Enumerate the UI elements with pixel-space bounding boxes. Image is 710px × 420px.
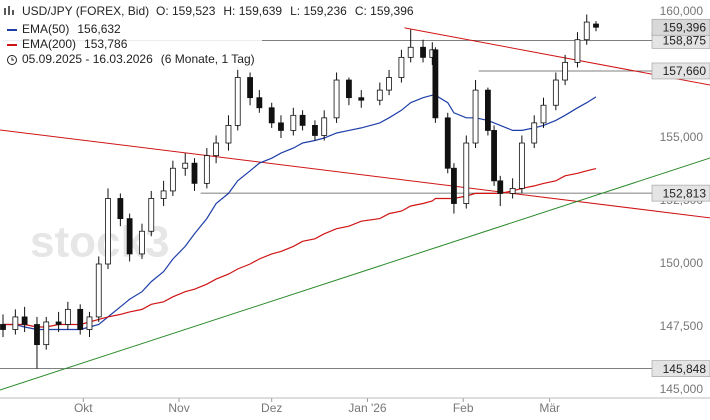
x-tick-label: Feb: [453, 401, 474, 415]
price-box-label: 158,875: [663, 34, 707, 48]
candle-body: [574, 39, 581, 63]
candle-body: [64, 308, 71, 325]
x-tick-label: Nov: [168, 401, 189, 415]
legend-name: EMA(50): [22, 22, 69, 36]
candle-body: [485, 89, 491, 131]
candle-body: [407, 46, 414, 58]
clock-icon: [7, 55, 17, 65]
chart-title: USD/JPY (FOREX, Bid): [22, 4, 149, 18]
candle-body: [34, 324, 40, 346]
trendline: [0, 157, 710, 391]
candle-body: [105, 198, 111, 265]
chart-icon: [4, 6, 14, 15]
candle-body: [268, 107, 275, 124]
candle-body: [182, 162, 189, 169]
candle-body: [531, 122, 538, 144]
candle-body: [126, 218, 133, 255]
x-tick-label: Okt: [74, 401, 93, 415]
candle-body: [256, 97, 263, 109]
candle-body: [451, 167, 457, 204]
candle-body: [386, 77, 392, 91]
candle-body: [55, 321, 62, 325]
y-tick-label: 160,000: [660, 4, 704, 18]
candle-body: [117, 198, 124, 220]
x-tick-label: Mär: [539, 401, 560, 415]
candle-body: [191, 162, 198, 184]
candle-body: [139, 230, 145, 255]
ohlc-label: H: 159,639: [223, 4, 282, 18]
candle-body: [552, 79, 559, 106]
candle-body: [562, 62, 569, 81]
price-box: [651, 62, 710, 80]
candle-body: [213, 142, 220, 157]
candle-body: [398, 56, 405, 78]
y-tick-label: 155,000: [660, 130, 704, 144]
trendline: [0, 129, 710, 219]
candle-body: [420, 46, 426, 58]
price-box: [651, 360, 710, 377]
price-box-label: 157,660: [663, 64, 707, 78]
clock-hand: [11, 57, 14, 61]
candle-body: [43, 321, 50, 346]
y-tick-label: 145,000: [660, 382, 704, 396]
candle-body: [290, 114, 297, 131]
candle-body: [160, 190, 167, 199]
legend-bg: [0, 0, 262, 70]
candle-body: [234, 77, 241, 126]
x-tick-label: Dez: [261, 401, 282, 415]
candle-body: [593, 23, 599, 28]
candle-body: [509, 187, 516, 194]
candle-body: [540, 104, 547, 124]
y-tick-label: 147,500: [660, 319, 704, 333]
legend-value: 153,786: [84, 37, 128, 51]
candle-body: [463, 142, 470, 204]
candle-body: [321, 117, 328, 136]
price-box-label: 152,813: [663, 186, 707, 200]
ohlc-label: C: 159,396: [355, 4, 414, 18]
candle-body: [376, 89, 383, 101]
candle-body: [299, 114, 306, 126]
candle-body: [12, 316, 19, 330]
candle-body: [169, 167, 176, 192]
candle-body: [0, 324, 6, 330]
watermark: stock3: [30, 218, 169, 267]
x-tick-label: Jan '26: [348, 401, 387, 415]
candle-body: [312, 125, 318, 136]
candle-body: [95, 263, 102, 318]
candle-body: [21, 316, 28, 325]
ohlc-label: L: 159,236: [290, 4, 347, 18]
range-label: 05.09.2025 - 16.03.2026: [22, 52, 153, 66]
y-tick-label: 150,000: [660, 256, 704, 270]
candle-body: [444, 117, 451, 169]
candle-body: [77, 308, 84, 330]
legend-name: EMA(200): [22, 37, 76, 51]
candle-body: [497, 180, 504, 194]
candle-body: [472, 89, 479, 144]
candle-body: [86, 316, 93, 330]
candle-body: [432, 49, 439, 119]
candle-body: [278, 122, 284, 131]
candle-body: [346, 79, 352, 99]
candle-body: [583, 21, 590, 41]
candle-body: [225, 125, 232, 144]
candle-body: [247, 77, 253, 99]
plot-area: [0, 14, 710, 391]
candle-body: [518, 142, 525, 189]
candle-body: [148, 198, 155, 232]
candle-body: [491, 130, 497, 182]
candle-body: [333, 79, 340, 119]
legend-value: 156,632: [77, 22, 121, 36]
ema-line: [3, 94, 597, 331]
candle-body: [358, 97, 365, 101]
ohlc-label: O: 159,523: [156, 4, 216, 18]
price-box-label: 145,848: [663, 362, 707, 376]
price-box: [651, 18, 710, 36]
price-box-label: 159,396: [663, 20, 707, 34]
candle-body: [203, 155, 210, 184]
period-label: (6 Monate, 1 Tag): [161, 52, 255, 66]
price-box: [651, 184, 710, 202]
